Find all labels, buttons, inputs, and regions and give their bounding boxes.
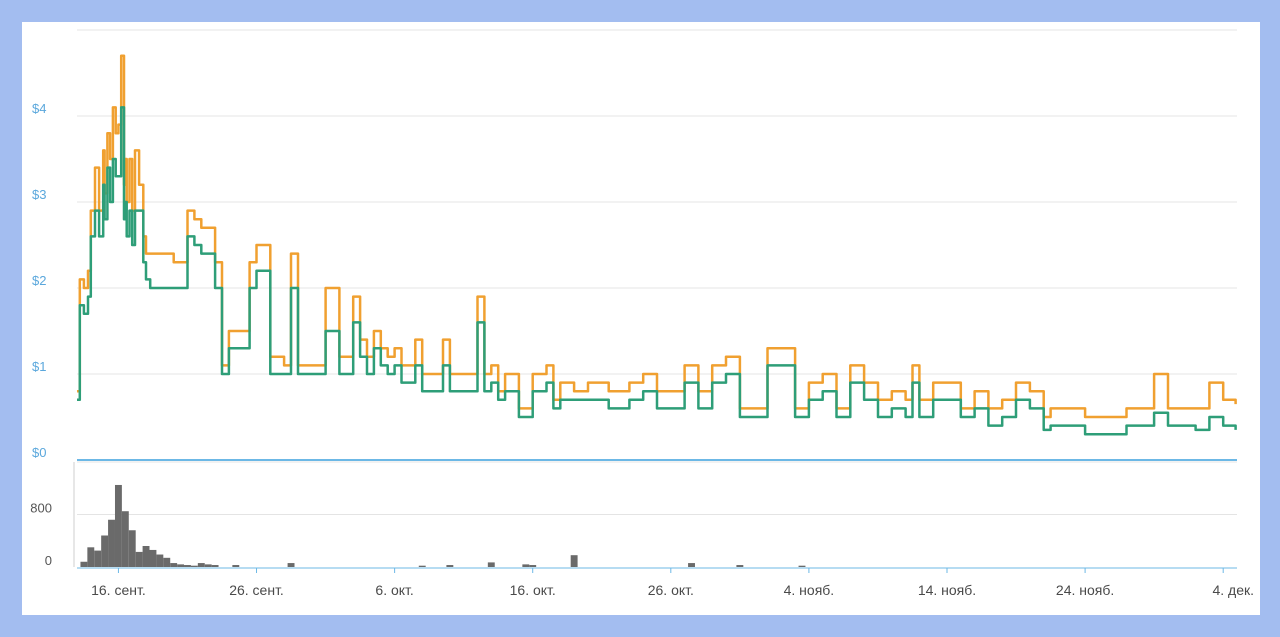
price-lines (77, 54, 1237, 436)
volume-bar (163, 557, 171, 567)
volume-bar (149, 549, 157, 567)
volume-bar (108, 519, 115, 567)
volume-bar (170, 563, 178, 567)
green-price-line (77, 106, 1237, 436)
volume-bar (101, 535, 109, 567)
price-tick-label: $3 (32, 187, 46, 202)
volume-grid (73, 461, 1237, 567)
x-tick-label: 14. нояб. (918, 582, 976, 598)
volume-bar (156, 554, 164, 567)
volume-bar (570, 555, 578, 567)
price-tick-label: $4 (32, 101, 46, 116)
x-tick-label: 4. нояб. (784, 582, 835, 598)
volume-bar (87, 547, 95, 567)
volume-bar (114, 484, 122, 567)
volume-tick-label: 0 (45, 553, 52, 568)
price-tick-label: $2 (32, 273, 46, 288)
volume-tick-label: 800 (30, 501, 52, 516)
volume-bar (736, 565, 744, 567)
volume-bar (446, 565, 454, 567)
volume-bar (522, 564, 530, 567)
volume-bar (135, 551, 143, 567)
x-tick-label: 16. сент. (91, 582, 146, 598)
orange-price-line (77, 54, 1237, 419)
volume-bar (688, 563, 695, 567)
x-tick-label: 4. дек. (1212, 582, 1254, 598)
date-x-axis: 16. сент. 26. сент. 6. окт. 16. окт. 26. окт… (77, 567, 1254, 598)
price-y-axis: $0 $1 $2 $3 $4 (32, 101, 46, 460)
volume-bars (80, 484, 806, 567)
x-tick-label: 26. сент. (229, 582, 284, 598)
volume-bar (211, 565, 219, 567)
price-grid (77, 29, 1237, 375)
volume-bar (177, 564, 185, 567)
volume-bar (121, 511, 129, 567)
volume-bar (184, 565, 191, 567)
price-tick-label: $1 (32, 359, 46, 374)
volume-bar (142, 546, 150, 567)
x-tick-label: 24. нояб. (1056, 582, 1114, 598)
volume-bar (418, 565, 426, 567)
volume-bar (487, 562, 495, 567)
volume-bar (197, 563, 205, 567)
price-tick-label: $0 (32, 445, 46, 460)
volume-bar (80, 561, 88, 567)
x-tick-label: 26. окт. (648, 582, 694, 598)
volume-bar (128, 530, 136, 567)
volume-bar (529, 565, 537, 567)
price-volume-chart: $0 $1 $2 $3 $4 0 800 16. сент. 26. сент. 6. окт… (30, 29, 1254, 598)
x-tick-label: 6. окт. (375, 582, 413, 598)
chart-panel: $0 $1 $2 $3 $4 0 800 16. сент. 26. сент. 6. окт… (22, 22, 1260, 615)
volume-bar (190, 565, 198, 567)
volume-bar (287, 563, 295, 567)
volume-bar (798, 565, 806, 567)
x-tick-label: 16. окт. (510, 582, 556, 598)
volume-y-axis: 0 800 (30, 501, 52, 569)
volume-bar (94, 550, 102, 567)
volume-bar (204, 564, 212, 567)
volume-bar (232, 565, 240, 567)
